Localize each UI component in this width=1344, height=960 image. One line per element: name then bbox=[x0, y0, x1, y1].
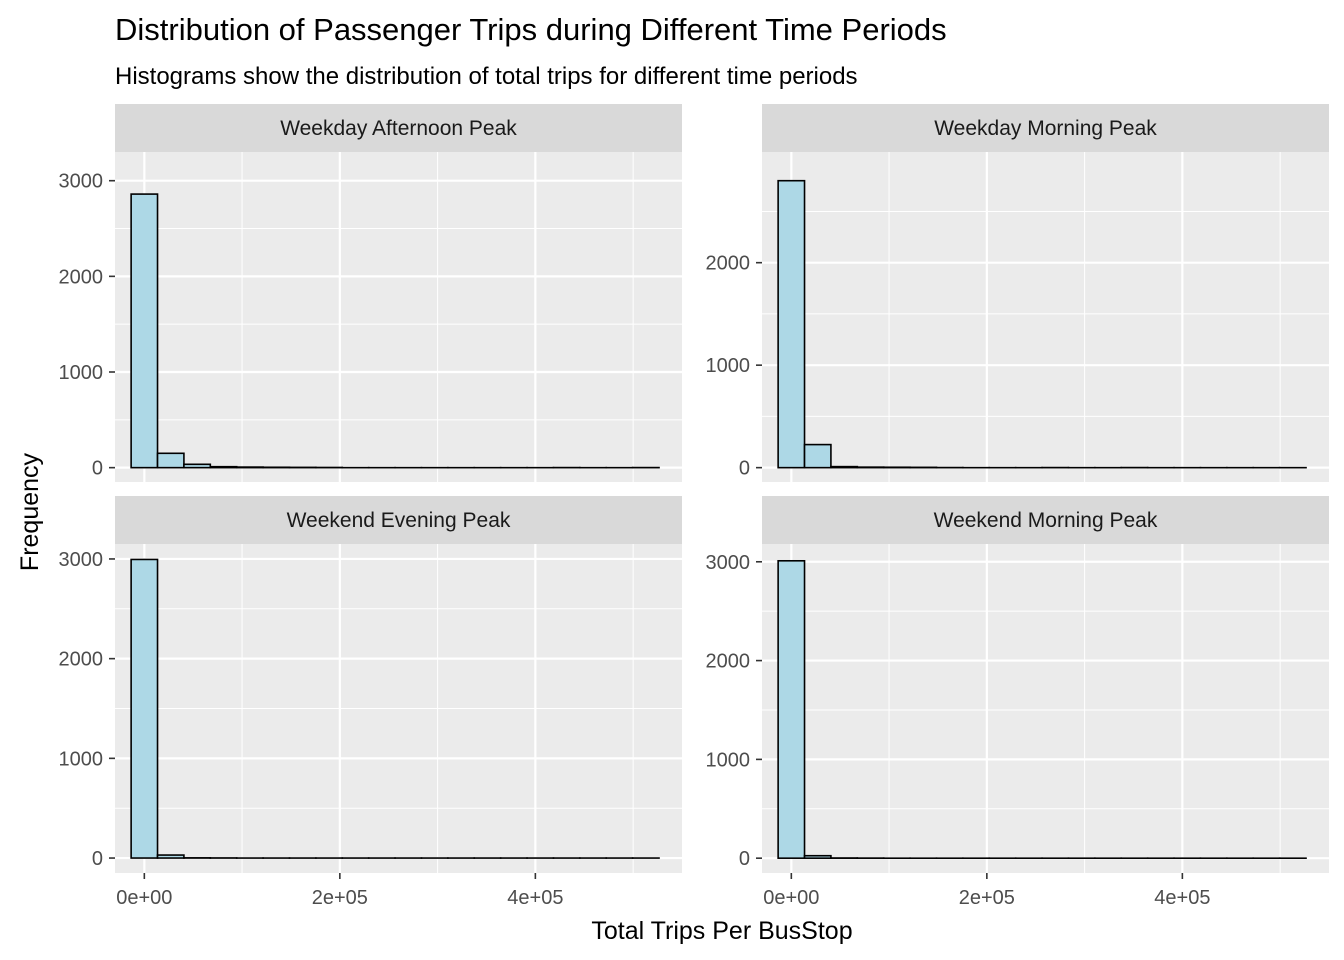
histogram-bar bbox=[830, 465, 859, 469]
x-tick-label: 4e+05 bbox=[1154, 887, 1210, 909]
x-tick-label: 2e+05 bbox=[312, 887, 368, 909]
panel-weekday-afternoon-peak: Weekday Afternoon Peak 0 1000 2000 3000 bbox=[59, 104, 682, 482]
histogram-bar bbox=[209, 465, 238, 469]
histogram-bar bbox=[130, 193, 159, 469]
y-tick-label: 1000 bbox=[59, 748, 104, 770]
facet-strip bbox=[762, 104, 1329, 152]
x-axis-title: Total Trips Per BusStop bbox=[591, 917, 852, 945]
facet-strip-label: Weekday Afternoon Peak bbox=[280, 117, 517, 140]
facet-strip bbox=[762, 496, 1329, 544]
chart-subtitle: Histograms show the distribution of tota… bbox=[115, 63, 858, 90]
y-tick-label: 3000 bbox=[706, 552, 751, 574]
histogram-bar bbox=[803, 443, 832, 469]
histogram-bar bbox=[803, 854, 832, 859]
panel-background bbox=[762, 152, 1329, 482]
x-tick-label: 4e+05 bbox=[507, 887, 563, 909]
facet-strip bbox=[115, 496, 682, 544]
histogram-bar bbox=[856, 466, 885, 469]
y-tick-label: 2000 bbox=[59, 266, 104, 288]
y-tick-label: 2000 bbox=[706, 253, 751, 275]
y-tick-label: 0 bbox=[739, 458, 750, 480]
y-tick-label: 1000 bbox=[706, 355, 751, 377]
y-tick-label: 2000 bbox=[59, 649, 104, 671]
y-tick-label: 3000 bbox=[59, 171, 104, 193]
histogram-bar bbox=[130, 558, 159, 859]
facet-strip-label: Weekend Evening Peak bbox=[287, 509, 511, 532]
x-tick-label: 0e+00 bbox=[116, 887, 172, 909]
y-tick-label: 1000 bbox=[706, 749, 751, 771]
histogram-bar bbox=[156, 452, 185, 469]
histogram-bar bbox=[777, 559, 806, 859]
facet-strip-label: Weekday Morning Peak bbox=[934, 117, 1157, 140]
panel-weekend-evening-peak: Weekend Evening Peak 0 1000 2000 3000 0e+00 2e… bbox=[59, 496, 682, 909]
y-tick-label: 1000 bbox=[59, 362, 104, 384]
panel-weekday-morning-peak: Weekday Morning Peak 0 1000 2000 bbox=[706, 104, 1329, 482]
chart-title: Distribution of Passenger Trips during D… bbox=[115, 12, 947, 47]
facet-panels: Weekday Afternoon Peak0100020003000Weekd… bbox=[59, 104, 1329, 909]
histogram-bar bbox=[777, 179, 806, 469]
facet-strip bbox=[115, 104, 682, 152]
y-tick-label: 3000 bbox=[59, 549, 104, 571]
y-tick-label: 0 bbox=[92, 848, 103, 870]
facet-strip-label: Weekend Morning Peak bbox=[934, 509, 1158, 532]
y-tick-label: 2000 bbox=[706, 651, 751, 673]
x-tick-label: 2e+05 bbox=[959, 887, 1015, 909]
panel-background bbox=[762, 544, 1329, 873]
y-tick-label: 0 bbox=[92, 458, 103, 480]
y-tick-label: 0 bbox=[739, 848, 750, 870]
histogram-bar bbox=[235, 466, 264, 469]
x-tick-label: 0e+00 bbox=[763, 887, 819, 909]
histogram-bar bbox=[156, 854, 185, 859]
panel-weekend-morning-peak: Weekend Morning Peak 0 1000 2000 3000 0e+00 2e… bbox=[706, 496, 1329, 909]
panel-background bbox=[115, 152, 682, 482]
histogram-bar bbox=[183, 463, 212, 469]
y-axis-title: Frequency bbox=[16, 452, 44, 571]
